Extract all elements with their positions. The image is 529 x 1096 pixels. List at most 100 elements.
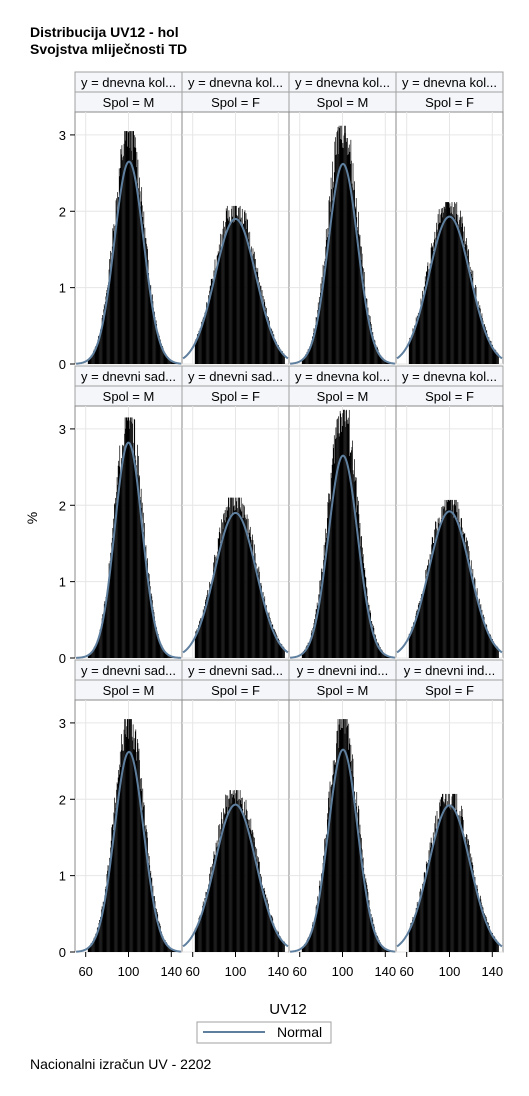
histogram-bar: [97, 927, 99, 952]
histogram-bar: [119, 473, 121, 658]
panel-header-variable-label: y = dnevni sad...: [188, 663, 283, 678]
histogram-bar: [460, 210, 461, 364]
histogram-bar: [119, 751, 121, 952]
histogram-bar: [168, 945, 170, 952]
histogram-bar: [157, 331, 159, 364]
histogram-bar: [257, 268, 259, 364]
histogram-bar: [465, 241, 467, 364]
histogram-bar: [165, 353, 167, 364]
histogram-bar: [280, 643, 282, 658]
histogram-bar: [356, 496, 358, 658]
histogram-bar: [262, 302, 263, 364]
histogram-bar: [319, 580, 321, 658]
histogram-bar: [268, 909, 270, 952]
histogram-bar: [249, 529, 251, 658]
histogram-bar: [323, 266, 325, 364]
histogram-bar: [344, 125, 345, 364]
histogram-bar: [459, 811, 461, 952]
histogram-bar: [340, 139, 342, 364]
histogram-bar: [279, 643, 281, 658]
histogram-bar: [356, 792, 358, 952]
histogram-bar: [429, 842, 431, 952]
histogram-bar: [207, 889, 208, 952]
histogram-bar: [359, 824, 361, 952]
histogram-bar: [326, 240, 328, 364]
histogram-bar: [114, 503, 115, 658]
panel-header-group-label: Spol = F: [425, 95, 474, 110]
histogram-bar: [119, 176, 121, 364]
histogram-bar: [95, 933, 97, 952]
histogram-bar: [458, 224, 459, 364]
histogram-bar: [434, 231, 436, 364]
histogram-bar: [480, 604, 482, 658]
histogram-bar: [340, 417, 342, 658]
histogram-bar: [247, 239, 249, 364]
histogram-bar: [362, 279, 364, 364]
histogram-bar: [256, 848, 258, 952]
histogram-bar: [455, 203, 457, 364]
histogram-bar: [442, 207, 443, 364]
histogram-bar: [259, 571, 260, 658]
histogram-bar: [463, 231, 465, 364]
histogram-bar: [341, 431, 343, 658]
histogram-bar: [487, 337, 489, 364]
histogram-bar: [352, 187, 353, 364]
histogram-bar: [246, 518, 247, 658]
histogram-bar: [349, 762, 351, 952]
chart-subtitle: Svojstva mliječnosti TD: [30, 41, 188, 57]
histogram-bar: [201, 910, 203, 952]
histogram-bar: [448, 793, 450, 952]
histogram-bar: [301, 652, 303, 658]
histogram-bar: [106, 293, 107, 364]
histogram-bar: [359, 236, 360, 364]
histogram-bar: [253, 259, 255, 364]
histogram-bar: [194, 636, 196, 658]
histogram-bar: [349, 456, 351, 658]
histogram-bar: [380, 649, 382, 658]
histogram-bar: [134, 455, 136, 658]
histogram-bar: [100, 329, 101, 364]
histogram-bar: [218, 843, 220, 952]
histogram-bar: [195, 928, 197, 952]
histogram-bar: [249, 829, 251, 952]
x-tick-label: 140: [481, 964, 503, 979]
histogram-bar: [210, 867, 212, 952]
histogram-bar: [438, 209, 440, 364]
histogram-bar: [366, 588, 368, 658]
histogram-bar: [135, 147, 137, 364]
histogram-bar: [320, 283, 322, 364]
histogram-bar: [435, 815, 436, 952]
histogram-bar: [257, 857, 259, 952]
histogram-bar: [218, 532, 220, 658]
histogram-bar: [358, 233, 360, 364]
histogram-bar: [359, 528, 360, 658]
panel-header-group-label: Spol = F: [425, 389, 474, 404]
histogram-bar: [411, 923, 413, 952]
histogram-bar: [479, 305, 481, 364]
histogram-bar: [336, 419, 338, 658]
histogram-bar: [268, 612, 270, 658]
histogram-bar: [423, 588, 425, 658]
histogram-bar: [229, 790, 231, 952]
histogram-bar: [88, 358, 90, 364]
histogram-bar: [384, 653, 385, 658]
histogram-bar: [467, 844, 468, 952]
histogram-bar: [148, 572, 149, 658]
histogram-bar: [147, 249, 148, 364]
histogram-bar: [251, 830, 253, 952]
histogram-bar: [439, 222, 441, 364]
histogram-bar: [125, 131, 127, 364]
histogram-bar: [431, 847, 433, 952]
histogram-bar: [116, 789, 117, 952]
histogram-bar: [248, 819, 250, 952]
histogram-bar: [331, 464, 333, 658]
histogram-bar: [211, 863, 213, 952]
histogram-bar: [153, 612, 155, 658]
histogram-bar: [145, 824, 147, 952]
histogram-bar: [123, 143, 125, 364]
histogram-bar: [138, 748, 140, 952]
histogram-bar: [228, 497, 229, 658]
histogram-bar: [463, 833, 465, 952]
histogram-bar: [448, 207, 450, 364]
histogram-bar: [444, 803, 445, 952]
